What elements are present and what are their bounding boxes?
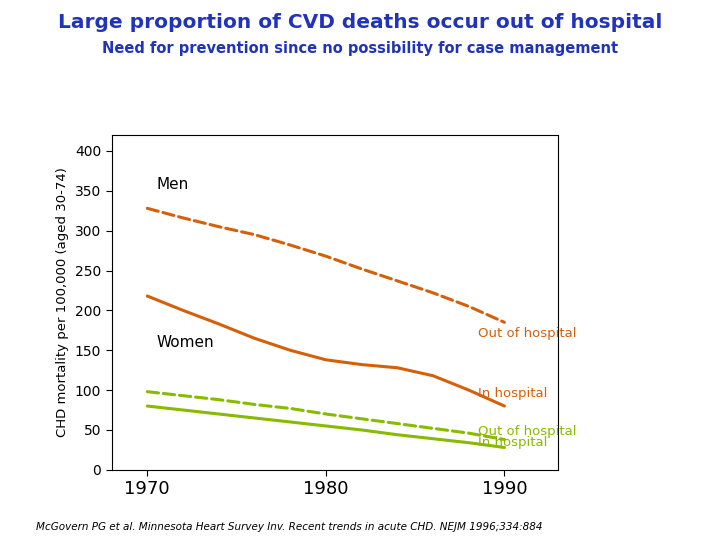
Text: Men: Men	[156, 178, 189, 192]
Text: Out of hospital: Out of hospital	[477, 425, 576, 438]
Text: McGovern PG et al. Minnesota Heart Survey Inv. Recent trends in acute CHD. NEJM : McGovern PG et al. Minnesota Heart Surve…	[36, 522, 542, 532]
Text: Need for prevention since no possibility for case management: Need for prevention since no possibility…	[102, 40, 618, 56]
Text: Women: Women	[156, 335, 214, 350]
Text: In hospital: In hospital	[477, 436, 547, 449]
Text: In hospital: In hospital	[477, 387, 547, 400]
Text: Large proportion of CVD deaths occur out of hospital: Large proportion of CVD deaths occur out…	[58, 14, 662, 32]
Text: Out of hospital: Out of hospital	[477, 327, 576, 340]
Y-axis label: CHD mortality per 100,000 (aged 30-74): CHD mortality per 100,000 (aged 30-74)	[56, 167, 69, 437]
